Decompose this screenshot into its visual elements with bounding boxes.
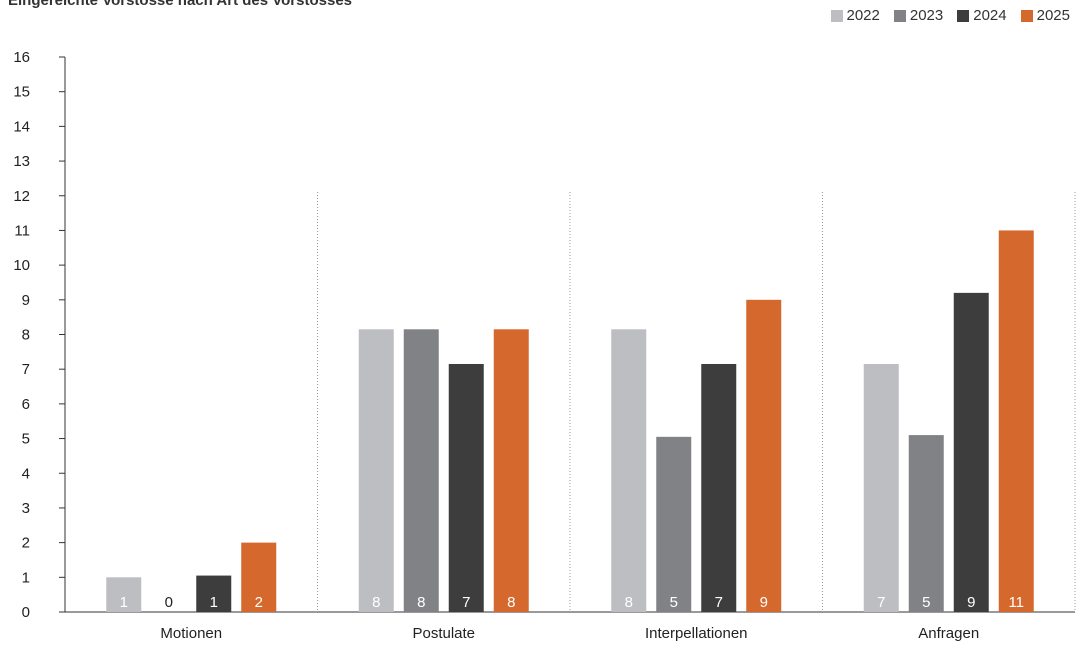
bar-2022-0 [106, 577, 142, 612]
bar-2022-2 [611, 329, 647, 612]
data-label-2025-3: 11 [1008, 594, 1024, 611]
y-tick-label-5: 5 [22, 431, 30, 448]
data-label-2025-2: 9 [760, 594, 768, 611]
y-tick-label-7: 7 [22, 361, 30, 378]
y-tick-label-12: 12 [13, 188, 30, 205]
bar-2023-2 [656, 436, 692, 612]
legend-label-2025: 2025 [1036, 7, 1070, 24]
data-label-2024-1: 7 [462, 594, 470, 611]
data-label-2022-1: 8 [372, 594, 380, 611]
data-label-2022-3: 7 [877, 594, 885, 611]
bar-2022-3 [863, 363, 899, 612]
legend-label-2022: 2022 [846, 7, 880, 24]
y-tick-label-1: 1 [22, 569, 30, 586]
data-label-2023-3: 5 [922, 594, 930, 611]
data-label-2023-2: 5 [670, 594, 678, 611]
category-label-3: Anfragen [918, 625, 979, 642]
bar-2022-1 [358, 329, 394, 612]
legend-item-2024: 2024 [957, 7, 1007, 24]
legend-swatch-2022 [830, 9, 843, 22]
legend-label-2023: 2023 [909, 7, 944, 24]
y-tick-label-10: 10 [13, 257, 30, 274]
legend-item-2023: 2023 [893, 7, 944, 24]
category-label-2: Interpellationen [645, 625, 748, 642]
y-tick-label-16: 16 [13, 49, 30, 66]
legend-item-2022: 2022 [830, 7, 880, 24]
bar-2023-1 [403, 329, 439, 612]
y-tick-label-11: 11 [14, 222, 30, 239]
data-label-2022-2: 8 [625, 594, 633, 611]
y-tick-label-13: 13 [13, 153, 30, 170]
bar-2024-1 [448, 363, 484, 612]
bar-2025-3 [998, 230, 1034, 612]
y-tick-label-14: 14 [13, 118, 30, 135]
legend-item-2025: 2025 [1020, 7, 1070, 24]
data-label-2024-3: 9 [967, 594, 975, 611]
bar-2025-0 [241, 542, 277, 612]
data-label-2025-1: 8 [507, 594, 515, 611]
data-label-2023-0: 0 [165, 594, 173, 611]
y-tick-label-0: 0 [22, 604, 30, 621]
y-tick-label-2: 2 [22, 535, 30, 552]
legend-swatch-2024 [957, 9, 970, 22]
bar-2025-1 [493, 329, 529, 612]
y-tick-label-3: 3 [22, 500, 30, 517]
bar-2025-2 [746, 299, 782, 612]
bar-2024-2 [701, 363, 737, 612]
legend-swatch-2025 [1020, 9, 1033, 22]
data-label-2024-0: 1 [210, 594, 218, 611]
bar-2024-3 [953, 292, 989, 612]
y-tick-label-8: 8 [22, 327, 30, 344]
category-label-1: Postulate [412, 625, 475, 642]
legend-swatch-2023 [893, 9, 906, 22]
legend: 2022 2023 2024 2025 [830, 7, 1070, 24]
y-tick-label-4: 4 [22, 465, 30, 482]
bar-2024-0 [196, 575, 232, 612]
data-label-2025-0: 2 [255, 594, 263, 611]
category-label-0: Motionen [160, 625, 222, 642]
data-label-2023-1: 8 [417, 594, 425, 611]
data-label-2022-0: 1 [120, 594, 128, 611]
legend-label-2024: 2024 [973, 7, 1007, 24]
y-tick-label-6: 6 [22, 396, 30, 413]
chart-title: Eingereichte Vorstösse nach Art des Vors… [8, 0, 353, 9]
y-tick-label-9: 9 [22, 292, 30, 309]
data-label-2024-2: 7 [715, 594, 723, 611]
y-tick-label-15: 15 [13, 84, 30, 101]
bar-2023-3 [908, 435, 944, 612]
